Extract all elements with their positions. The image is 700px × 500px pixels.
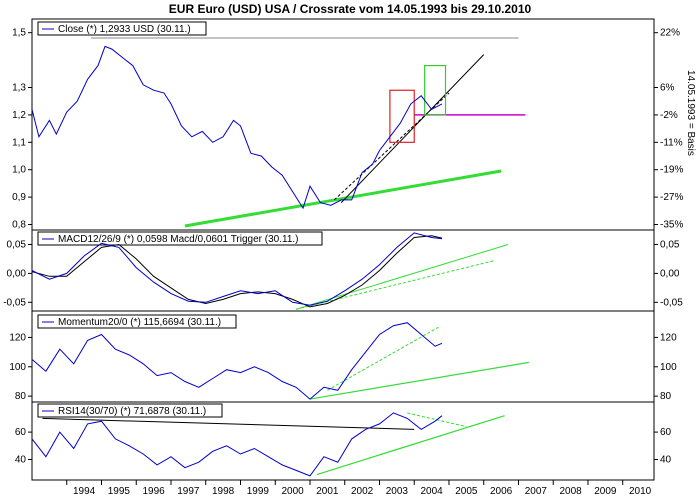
x-tick-label: 2005 <box>455 486 478 497</box>
chart-title: EUR Euro (USD) USA / Crossrate vom 14.05… <box>168 2 532 16</box>
series-line-macd <box>31 232 443 306</box>
x-tick-label: 2004 <box>420 486 443 497</box>
x-tick-label: 1996 <box>142 486 165 497</box>
legend-text-rsi: RSI14(30/70) (*) 71,6878 (30.11.) <box>58 406 206 417</box>
x-tick-label: 1994 <box>73 486 96 497</box>
x-tick-label: 1999 <box>247 486 270 497</box>
tick-label-right: 0,05 <box>660 239 680 250</box>
legend-rsi: RSI14(30/70) (*) 71,6878 (30.11.) <box>37 403 223 418</box>
panel-frame-rsi <box>31 401 655 481</box>
x-tick-label: 2009 <box>594 486 617 497</box>
green-dashed-macd <box>295 260 495 310</box>
tick-label-left: 40 <box>15 454 27 465</box>
green-box-marker <box>424 64 447 116</box>
x-tick-label: 2003 <box>386 486 409 497</box>
tick-label-left: 100 <box>9 362 26 373</box>
legend-momentum: Momentum20/0 (*) 115,6694 (30.11.) <box>37 314 237 329</box>
tick-label-right: 40 <box>660 454 672 465</box>
x-tick-label: 1998 <box>212 486 235 497</box>
tick-label-right: -2% <box>660 110 678 121</box>
tick-label-right: 120 <box>660 332 677 343</box>
green-trendline-macd <box>295 243 509 310</box>
tick-label-right: -0,05 <box>660 297 683 308</box>
tick-label-left: 1,5 <box>12 28 26 39</box>
tick-label-right: 60 <box>660 427 672 438</box>
black-trendline-rsi <box>42 417 415 430</box>
series-line-momentum <box>31 322 443 400</box>
black-trendline-dashed <box>333 92 450 201</box>
green-support-trendline-close <box>184 169 502 228</box>
tick-label-left: 1,3 <box>12 83 26 94</box>
x-tick-label: 2006 <box>490 486 513 497</box>
tick-label-left: 1,0 <box>12 165 26 176</box>
green-dashed-momentum <box>327 326 439 391</box>
tick-label-right: 100 <box>660 362 677 373</box>
tick-label-right: -19% <box>660 165 683 176</box>
tick-label-left: -0,05 <box>3 297 26 308</box>
tick-label-left: 0,05 <box>7 239 27 250</box>
tick-label-left: 0,00 <box>7 268 27 279</box>
x-tick-label: 2001 <box>316 486 339 497</box>
x-tick-label: 1995 <box>108 486 131 497</box>
legend-macd: MACD12/26/9 (*) 0,0598 Macd/0,0601 Trigg… <box>37 231 323 246</box>
x-tick-label: 1997 <box>177 486 200 497</box>
tick-label-right: -11% <box>660 137 683 148</box>
green-trendline-momentum <box>309 361 530 400</box>
x-tick-label: 2008 <box>559 486 582 497</box>
legend-text-macd: MACD12/26/9 (*) 0,0598 Macd/0,0601 Trigg… <box>58 234 299 245</box>
tick-label-left: 60 <box>15 427 27 438</box>
tick-label-right: 0,00 <box>660 268 680 279</box>
tick-label-left: 80 <box>15 391 27 402</box>
tick-label-left: 0,9 <box>12 192 26 203</box>
base-date-label: 14.05.1993 = Basis <box>685 70 696 156</box>
legend-text-close: Close (*) 1,2933 USD (30.11.) <box>58 24 191 35</box>
tick-label-right: 22% <box>660 28 680 39</box>
legend-close: Close (*) 1,2933 USD (30.11.) <box>37 21 207 36</box>
legend-text-momentum: Momentum20/0 (*) 115,6694 (30.11.) <box>58 317 221 328</box>
x-tick-label: 2000 <box>281 486 304 497</box>
tick-label-right: -27% <box>660 192 683 203</box>
green-trendline-rsi <box>316 415 505 476</box>
tick-label-left: 0,8 <box>12 220 26 231</box>
black-trendline-solid <box>340 54 485 203</box>
x-tick-label: 2010 <box>629 486 652 497</box>
red-box-marker <box>389 89 415 143</box>
tick-label-left: 120 <box>9 332 26 343</box>
x-tick-label: 2002 <box>351 486 374 497</box>
series-line-rsi <box>31 412 443 477</box>
tick-label-right: 6% <box>660 83 675 94</box>
tick-label-right: -35% <box>660 220 683 231</box>
tick-label-left: 1,1 <box>12 137 26 148</box>
series-line-trigger <box>31 235 443 308</box>
series-line-close <box>31 45 443 210</box>
tick-label-left: 1,2 <box>12 110 26 121</box>
tick-label-right: 80 <box>660 391 672 402</box>
x-tick-label: 2007 <box>525 486 548 497</box>
